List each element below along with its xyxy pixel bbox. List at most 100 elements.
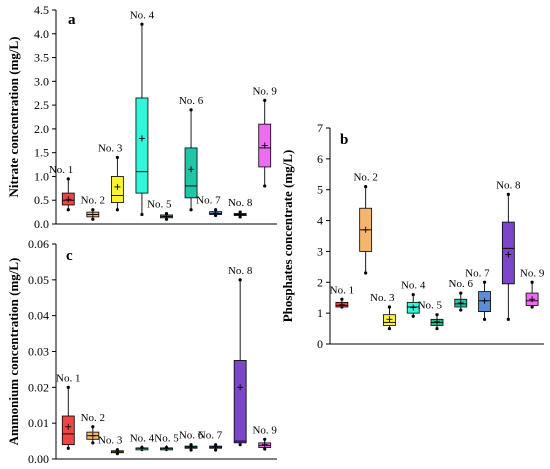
box-label: No. 4 (130, 433, 155, 445)
box-label: No. 9 (252, 85, 277, 97)
y-tick-label: 0.03 (28, 345, 49, 359)
y-axis-title: Nitrate concentration (mg/L) (6, 36, 21, 197)
box-label: No. 4 (401, 280, 426, 292)
box-label: No. 8 (496, 179, 521, 191)
box-label: No. 2 (81, 412, 105, 424)
min-point (459, 308, 463, 312)
box-1: No. 1 (330, 284, 354, 309)
box-9: No. 9 (520, 267, 545, 309)
y-tick-label: 0.5 (34, 193, 49, 207)
min-point (263, 184, 267, 188)
min-point (530, 305, 534, 309)
max-point (482, 280, 487, 284)
max-point (189, 108, 193, 112)
box-7: No. 7 (198, 430, 223, 452)
y-tick-label: 3 (317, 244, 323, 258)
box-label: No. 5 (418, 300, 443, 312)
y-tick-label: 4 (317, 214, 323, 228)
box-6: No. 6 (179, 430, 204, 452)
box-2: No. 2 (81, 412, 105, 445)
max-point (387, 305, 392, 309)
min-point (140, 212, 144, 217)
box-7: No. 7 (465, 267, 491, 321)
min-point (91, 217, 95, 221)
box-7: No. 7 (196, 195, 223, 218)
panel-b-phosphates: 0 1 2 3 4 5 6 7 Phosphates concentrate (mg/L) b No… (280, 121, 545, 351)
y-tick-label: 3.0 (34, 74, 49, 88)
box-1: No. 1 (49, 164, 75, 212)
box-3: No. 3 (98, 142, 124, 212)
y-tick-label: 2 (317, 275, 323, 289)
max-point (530, 280, 534, 284)
box-9: No. 9 (252, 424, 277, 451)
min-point (482, 317, 487, 321)
y-tick-label: 0.00 (28, 452, 49, 466)
y-tick-label: 3.5 (34, 51, 49, 65)
box-label: No. 1 (56, 372, 80, 384)
y-tick-label: 2.5 (34, 98, 49, 112)
y-tick-label: 0.06 (28, 237, 49, 251)
box-label: No. 2 (353, 172, 377, 184)
max-point (214, 208, 218, 212)
panel-letter: c (66, 248, 73, 264)
y-tick-label: 0.04 (28, 309, 49, 323)
max-point (140, 22, 144, 26)
box-label: No. 6 (179, 430, 204, 442)
box-label: No. 3 (98, 435, 123, 447)
y-axis-title: Phosphates concentrate (mg/L) (280, 150, 295, 323)
max-point (459, 291, 463, 295)
y-tick-label: 1.5 (34, 146, 49, 160)
max-point (435, 313, 439, 317)
y-tick-label: 1 (317, 306, 323, 320)
box-5: No. 5 (147, 199, 173, 221)
box-label: No. 9 (252, 424, 277, 436)
box-label: No. 7 (196, 195, 221, 207)
max-point (263, 437, 267, 441)
max-point (411, 293, 415, 297)
y-tick-label: 4.5 (34, 3, 49, 17)
y-tick-label: 2.0 (34, 122, 49, 136)
y-tick-label: 1.0 (34, 169, 49, 183)
box-label: No. 3 (370, 292, 395, 304)
min-point (506, 317, 510, 321)
iqr-box (184, 147, 198, 199)
max-point (364, 185, 368, 189)
min-point (435, 326, 439, 331)
y-tick-label: 7 (317, 121, 323, 135)
box-3: No. 3 (98, 435, 124, 456)
y-axis-title: Ammonium concentration (mg/L) (6, 258, 21, 446)
max-point (238, 278, 242, 282)
min-point (238, 443, 242, 447)
iqr-box (61, 415, 75, 446)
max-point (91, 425, 95, 429)
box-4: No. 4 (401, 280, 426, 318)
min-point (66, 208, 70, 212)
box-4: No. 4 (130, 433, 155, 452)
box-label: No. 8 (228, 197, 253, 209)
panel-letter: b (340, 132, 348, 148)
box-label: No. 6 (179, 95, 204, 107)
box-8: No. 8 (228, 265, 253, 447)
panel-letter: a (68, 12, 76, 28)
y-tick-label: 6 (317, 152, 323, 166)
min-point (411, 314, 415, 318)
min-point (387, 326, 392, 331)
max-point (340, 297, 344, 301)
min-point (91, 441, 95, 445)
max-point (66, 177, 70, 181)
panel-c-ammonium: 0.00 0.01 0.02 0.03 0.04 0.05 0.06 Ammonium con… (6, 237, 277, 466)
y-tick-label: 4.0 (34, 27, 49, 41)
iqr-box (233, 360, 247, 444)
min-point (364, 271, 368, 275)
y-tick-label: 0.0 (34, 217, 49, 231)
box-label: No. 8 (228, 265, 253, 277)
box-3: No. 3 (370, 292, 396, 331)
box-5: No. 5 (418, 300, 444, 331)
box-label: No. 2 (81, 195, 105, 207)
iqr-box (135, 97, 149, 194)
box-label: No. 6 (449, 278, 474, 290)
box-label: No. 4 (130, 9, 155, 21)
box-8: No. 8 (228, 197, 253, 219)
y-tick-label: 0 (317, 337, 323, 351)
